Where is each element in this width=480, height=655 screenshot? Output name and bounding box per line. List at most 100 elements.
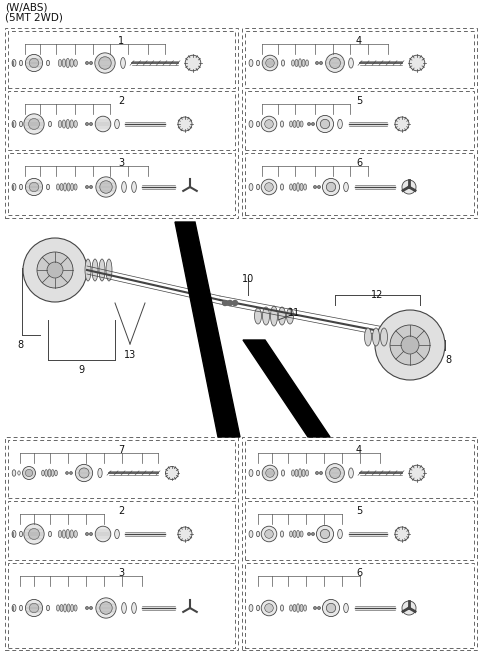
Ellipse shape: [63, 604, 67, 612]
Circle shape: [25, 470, 33, 477]
Ellipse shape: [291, 470, 295, 476]
Ellipse shape: [66, 119, 70, 128]
Circle shape: [390, 325, 430, 365]
Ellipse shape: [249, 121, 253, 128]
Circle shape: [85, 62, 88, 65]
Ellipse shape: [249, 60, 253, 67]
Ellipse shape: [57, 184, 60, 190]
Ellipse shape: [12, 531, 16, 538]
Circle shape: [409, 465, 425, 481]
Ellipse shape: [293, 605, 296, 612]
Ellipse shape: [278, 307, 286, 325]
Bar: [242, 437, 477, 650]
Ellipse shape: [71, 183, 73, 191]
Bar: [12, 532, 13, 536]
Text: 8: 8: [17, 340, 23, 350]
Text: 10: 10: [242, 274, 254, 284]
Bar: [245, 440, 474, 498]
Ellipse shape: [74, 121, 77, 128]
Ellipse shape: [289, 531, 293, 537]
Bar: [12, 122, 13, 126]
Ellipse shape: [74, 184, 77, 190]
Ellipse shape: [70, 59, 73, 67]
Circle shape: [223, 301, 228, 305]
Ellipse shape: [305, 470, 309, 476]
Ellipse shape: [57, 605, 60, 611]
Ellipse shape: [295, 469, 298, 477]
Circle shape: [85, 185, 88, 189]
Ellipse shape: [62, 530, 66, 538]
Circle shape: [28, 119, 39, 130]
Ellipse shape: [12, 183, 16, 191]
Circle shape: [23, 466, 36, 479]
Ellipse shape: [48, 469, 51, 477]
Circle shape: [323, 599, 339, 616]
Circle shape: [317, 607, 321, 610]
Text: 11: 11: [288, 308, 300, 318]
Circle shape: [89, 533, 93, 536]
Ellipse shape: [249, 605, 253, 612]
Text: 5: 5: [356, 506, 362, 516]
Text: 5: 5: [356, 96, 362, 106]
Circle shape: [325, 464, 344, 482]
Ellipse shape: [115, 119, 120, 128]
Circle shape: [232, 301, 238, 305]
Ellipse shape: [249, 183, 253, 191]
Circle shape: [315, 62, 319, 65]
Ellipse shape: [293, 183, 296, 191]
Circle shape: [95, 116, 111, 132]
Circle shape: [100, 602, 112, 614]
Bar: [245, 153, 474, 215]
Text: 6: 6: [356, 568, 362, 578]
Circle shape: [401, 336, 419, 354]
Bar: [245, 31, 474, 88]
Ellipse shape: [364, 328, 372, 346]
Ellipse shape: [337, 529, 342, 538]
Circle shape: [96, 598, 116, 618]
Circle shape: [89, 185, 93, 189]
Ellipse shape: [303, 184, 307, 190]
Ellipse shape: [280, 121, 284, 127]
Ellipse shape: [66, 529, 70, 538]
Circle shape: [320, 472, 323, 475]
Ellipse shape: [381, 328, 387, 346]
Ellipse shape: [85, 259, 91, 281]
Ellipse shape: [60, 183, 63, 191]
Circle shape: [261, 600, 277, 616]
Circle shape: [316, 115, 334, 132]
Ellipse shape: [256, 184, 260, 190]
Circle shape: [320, 62, 323, 65]
Circle shape: [316, 525, 334, 542]
Ellipse shape: [302, 469, 305, 477]
Circle shape: [228, 301, 232, 305]
Text: 4: 4: [356, 36, 362, 46]
Text: 13: 13: [124, 350, 136, 360]
Ellipse shape: [289, 605, 293, 611]
Bar: [245, 501, 474, 560]
Ellipse shape: [19, 605, 23, 610]
Ellipse shape: [271, 306, 277, 326]
Circle shape: [166, 466, 179, 479]
Circle shape: [66, 472, 69, 474]
Circle shape: [264, 604, 273, 612]
Ellipse shape: [256, 531, 260, 536]
Ellipse shape: [302, 60, 305, 67]
Ellipse shape: [293, 531, 296, 538]
Ellipse shape: [344, 182, 348, 192]
Ellipse shape: [289, 184, 293, 190]
Ellipse shape: [66, 58, 70, 67]
Ellipse shape: [19, 121, 23, 126]
Ellipse shape: [256, 121, 260, 126]
Text: 2: 2: [118, 506, 124, 516]
Ellipse shape: [70, 530, 73, 538]
Ellipse shape: [62, 120, 66, 128]
Ellipse shape: [67, 604, 70, 612]
Circle shape: [330, 58, 340, 69]
Ellipse shape: [63, 183, 67, 191]
Ellipse shape: [121, 603, 126, 614]
Ellipse shape: [12, 470, 16, 476]
Circle shape: [85, 533, 88, 536]
Ellipse shape: [12, 60, 16, 67]
Ellipse shape: [300, 605, 303, 612]
Circle shape: [178, 527, 192, 541]
